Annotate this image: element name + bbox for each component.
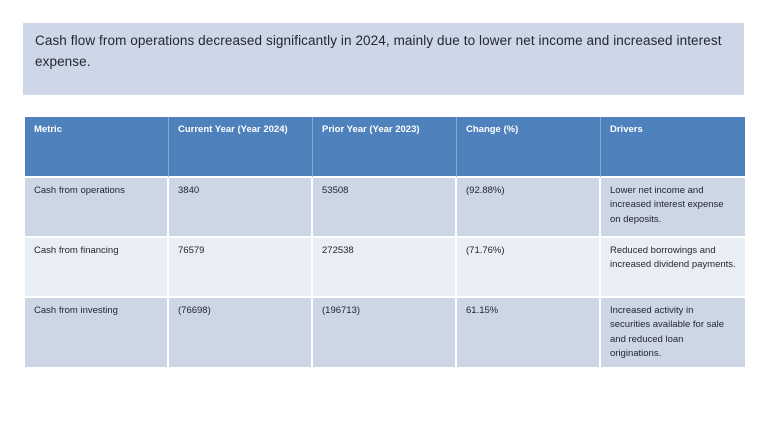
cell-metric: Cash from financing [25, 238, 169, 298]
column-header-change: Change (%) [457, 117, 601, 178]
cell-drivers: Reduced borrowings and increased dividen… [601, 238, 745, 298]
cell-prior: 272538 [313, 238, 457, 298]
table-row-investing: Cash from investing (76698) (196713) 61.… [25, 298, 745, 369]
column-header-prior-year: Prior Year (Year 2023) [313, 117, 457, 178]
cash-flow-table: Metric Current Year (Year 2024) Prior Ye… [25, 117, 745, 369]
cell-current: (76698) [169, 298, 313, 369]
table-row-operations: Cash from operations 3840 53508 (92.88%)… [25, 178, 745, 238]
header-row: Metric Current Year (Year 2024) Prior Ye… [25, 117, 745, 178]
column-header-current-year: Current Year (Year 2024) [169, 117, 313, 178]
cell-current: 76579 [169, 238, 313, 298]
table-header: Metric Current Year (Year 2024) Prior Ye… [25, 117, 745, 178]
table-row-financing: Cash from financing 76579 272538 (71.76%… [25, 238, 745, 298]
cell-metric: Cash from operations [25, 178, 169, 238]
slide-title: Cash flow from operations decreased sign… [35, 33, 722, 69]
cell-drivers: Lower net income and increased interest … [601, 178, 745, 238]
title-callout-box: Cash flow from operations decreased sign… [23, 23, 744, 95]
cell-drivers: Increased activity in securities availab… [601, 298, 745, 369]
table-body: Cash from operations 3840 53508 (92.88%)… [25, 178, 745, 369]
column-header-drivers: Drivers [601, 117, 745, 178]
cell-change: 61.15% [457, 298, 601, 369]
column-header-metric: Metric [25, 117, 169, 178]
cell-current: 3840 [169, 178, 313, 238]
cell-prior: (196713) [313, 298, 457, 369]
cell-change: (92.88%) [457, 178, 601, 238]
cell-prior: 53508 [313, 178, 457, 238]
cell-change: (71.76%) [457, 238, 601, 298]
cell-metric: Cash from investing [25, 298, 169, 369]
